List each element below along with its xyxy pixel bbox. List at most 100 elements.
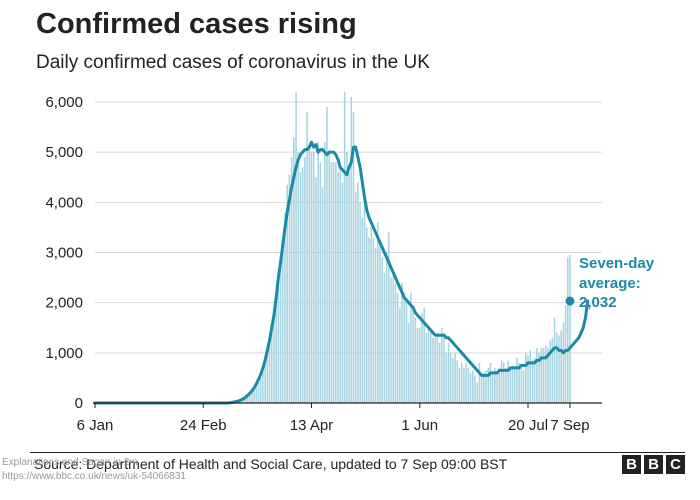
daily-cases-bar: [396, 292, 399, 403]
daily-cases-bar: [394, 282, 397, 403]
daily-cases-bar: [257, 382, 260, 403]
daily-cases-bar: [317, 142, 319, 403]
chart-plot: 0 1,000 2,000 3,000 4,000 5,000 6,000 6 Jan 24 …: [45, 91, 655, 434]
daily-cases-bar: [529, 350, 532, 403]
daily-cases-bar: [454, 352, 456, 403]
daily-cases-bar: [379, 242, 381, 403]
daily-cases-bar: [483, 372, 485, 403]
daily-cases-bar: [286, 184, 288, 403]
daily-cases-bar: [312, 152, 315, 403]
daily-cases-bar: [520, 367, 523, 403]
daily-cases-bar: [531, 360, 534, 403]
daily-cases-bar: [368, 237, 370, 403]
daily-cases-bar: [323, 142, 326, 403]
daily-cases-bar: [443, 332, 445, 403]
daily-cases-bar: [390, 277, 392, 403]
source-note: Source: Department of Health and Social …: [34, 456, 508, 472]
daily-cases-bar: [405, 297, 408, 403]
daily-cases-bar: [270, 330, 273, 403]
daily-cases-bar: [266, 350, 269, 403]
daily-cases-bar: [562, 322, 565, 403]
daily-cases-bar: [463, 367, 465, 403]
daily-cases-bar: [275, 300, 277, 403]
daily-cases-bar: [410, 292, 412, 403]
daily-cases-bar: [547, 347, 549, 403]
y-tick-label: 0: [75, 395, 83, 412]
y-tick-label: 4,000: [45, 194, 83, 211]
bbc-logo-letter: B: [622, 455, 641, 474]
watermark-line: https://www.bbc.co.uk/news/uk-54066831: [2, 471, 186, 482]
footer-divider: [30, 452, 685, 453]
daily-cases-bar: [288, 174, 291, 403]
daily-cases-bar: [469, 372, 472, 403]
daily-cases-bar: [445, 352, 448, 403]
daily-cases-bar: [569, 255, 571, 403]
daily-cases-bar: [480, 372, 483, 403]
daily-cases-bar: [427, 327, 430, 403]
daily-cases-bar: [370, 227, 372, 403]
daily-cases-bar: [284, 212, 286, 403]
daily-cases-bar: [476, 382, 478, 403]
y-tick-label: 6,000: [45, 94, 83, 111]
daily-cases-bar: [246, 396, 249, 403]
annotation-line-3: 2,032: [579, 294, 617, 311]
daily-cases-bar: [341, 182, 344, 403]
daily-cases-bar: [343, 91, 346, 403]
daily-cases-bar: [321, 187, 324, 403]
daily-cases-bar: [385, 252, 388, 403]
daily-cases-bar: [536, 347, 538, 403]
daily-cases-bar: [319, 162, 322, 403]
daily-cases-bar: [527, 355, 529, 403]
daily-cases-bar: [489, 362, 492, 403]
daily-cases-bar: [516, 357, 518, 403]
daily-cases-bar: [522, 370, 525, 403]
daily-cases-bar: [425, 332, 428, 403]
daily-cases-bar: [388, 232, 390, 403]
watermark: Explanations and Sagan in 2m https://www…: [2, 456, 186, 484]
daily-cases-bar: [374, 247, 377, 403]
daily-cases-bar: [403, 292, 406, 403]
chart-subtitle: Daily confirmed cases of coronavirus in …: [36, 52, 430, 73]
daily-cases-bar: [467, 367, 470, 403]
daily-cases-bar: [361, 217, 364, 403]
daily-cases-bar: [474, 375, 476, 403]
daily-cases-bar: [498, 367, 501, 403]
daily-cases-bar: [452, 357, 454, 403]
daily-cases-bar: [383, 272, 386, 403]
daily-cases-bar: [553, 317, 556, 403]
y-tick-label: 5,000: [45, 144, 83, 161]
daily-cases-bar: [434, 337, 437, 403]
daily-cases-bar: [372, 237, 375, 403]
daily-cases-bar: [494, 367, 496, 403]
y-tick-label: 3,000: [45, 245, 83, 262]
daily-cases-bar: [465, 362, 467, 403]
daily-cases-bar: [259, 377, 262, 403]
daily-cases-bar: [518, 362, 520, 403]
bbc-logo: B B C: [622, 455, 685, 474]
daily-cases-bar: [491, 372, 494, 403]
daily-cases-bar: [244, 397, 247, 403]
daily-cases-bar: [412, 307, 414, 403]
y-tick-label: 1,000: [45, 345, 83, 362]
latest-average-marker: [565, 296, 575, 306]
daily-cases-bar: [458, 367, 461, 403]
daily-cases-bar: [330, 162, 333, 403]
x-tick-label: 6 Jan: [77, 417, 114, 434]
daily-cases-bar: [485, 370, 487, 403]
daily-cases-bar: [242, 398, 244, 403]
daily-cases-bar: [432, 337, 434, 403]
x-tick-label: 1 Jun: [401, 417, 438, 434]
daily-cases-bar: [549, 340, 551, 403]
daily-cases-bar: [513, 367, 516, 403]
daily-cases-bar: [295, 91, 297, 403]
daily-cases-bar: [418, 327, 421, 403]
daily-cases-bar: [447, 342, 450, 403]
daily-cases-bar: [401, 282, 403, 403]
daily-cases-bar: [328, 152, 330, 403]
daily-cases-bar: [299, 172, 302, 403]
daily-cases-bar: [264, 362, 266, 403]
bbc-logo-letter: C: [666, 455, 685, 474]
x-axis-ticks: 6 Jan 24 Feb 13 Apr 1 Jun 20 Jul 7 Sep: [77, 403, 590, 434]
daily-cases-bar: [354, 192, 357, 403]
daily-cases-bar: [438, 342, 441, 403]
